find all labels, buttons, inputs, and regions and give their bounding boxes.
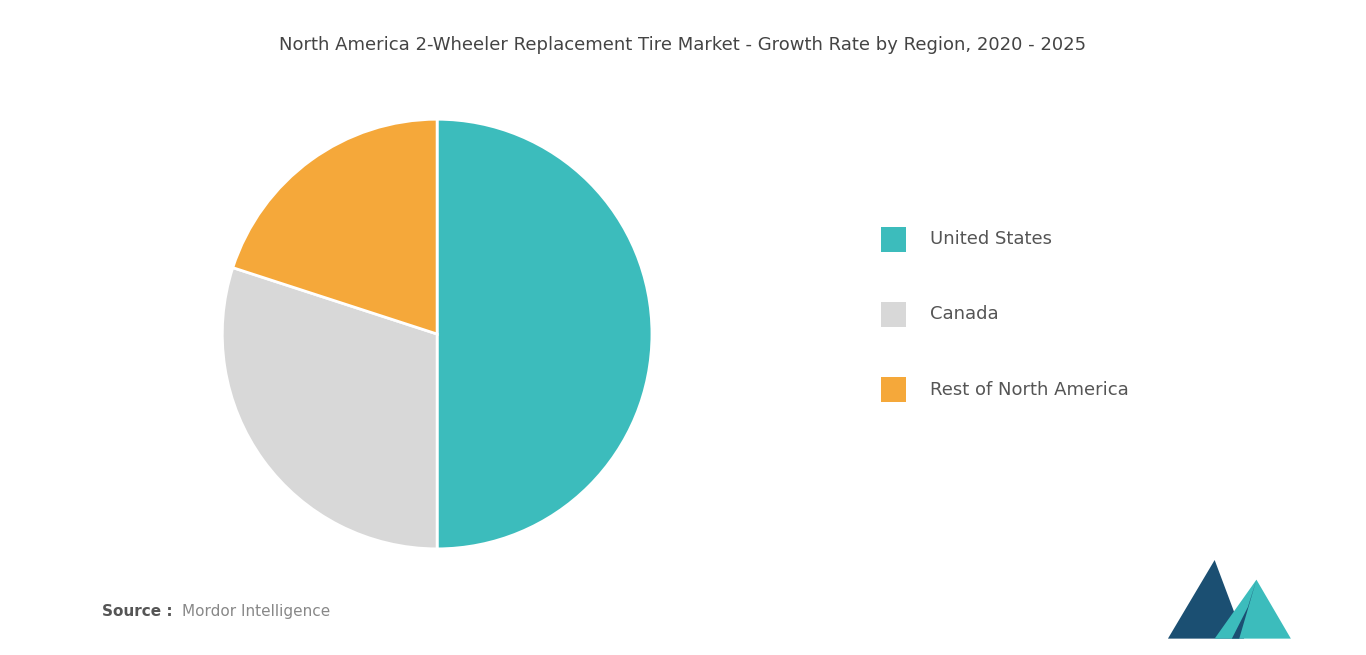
Wedge shape xyxy=(232,119,437,334)
Polygon shape xyxy=(1168,560,1244,639)
Text: United States: United States xyxy=(930,230,1052,248)
Polygon shape xyxy=(1214,580,1291,639)
Wedge shape xyxy=(437,119,652,549)
Text: Canada: Canada xyxy=(930,305,999,324)
Polygon shape xyxy=(1232,580,1257,639)
Wedge shape xyxy=(223,268,437,549)
Text: North America 2-Wheeler Replacement Tire Market - Growth Rate by Region, 2020 - : North America 2-Wheeler Replacement Tire… xyxy=(280,36,1086,54)
Text: Source :: Source : xyxy=(102,604,173,619)
Text: Rest of North America: Rest of North America xyxy=(930,381,1128,399)
Text: Mordor Intelligence: Mordor Intelligence xyxy=(182,604,331,619)
